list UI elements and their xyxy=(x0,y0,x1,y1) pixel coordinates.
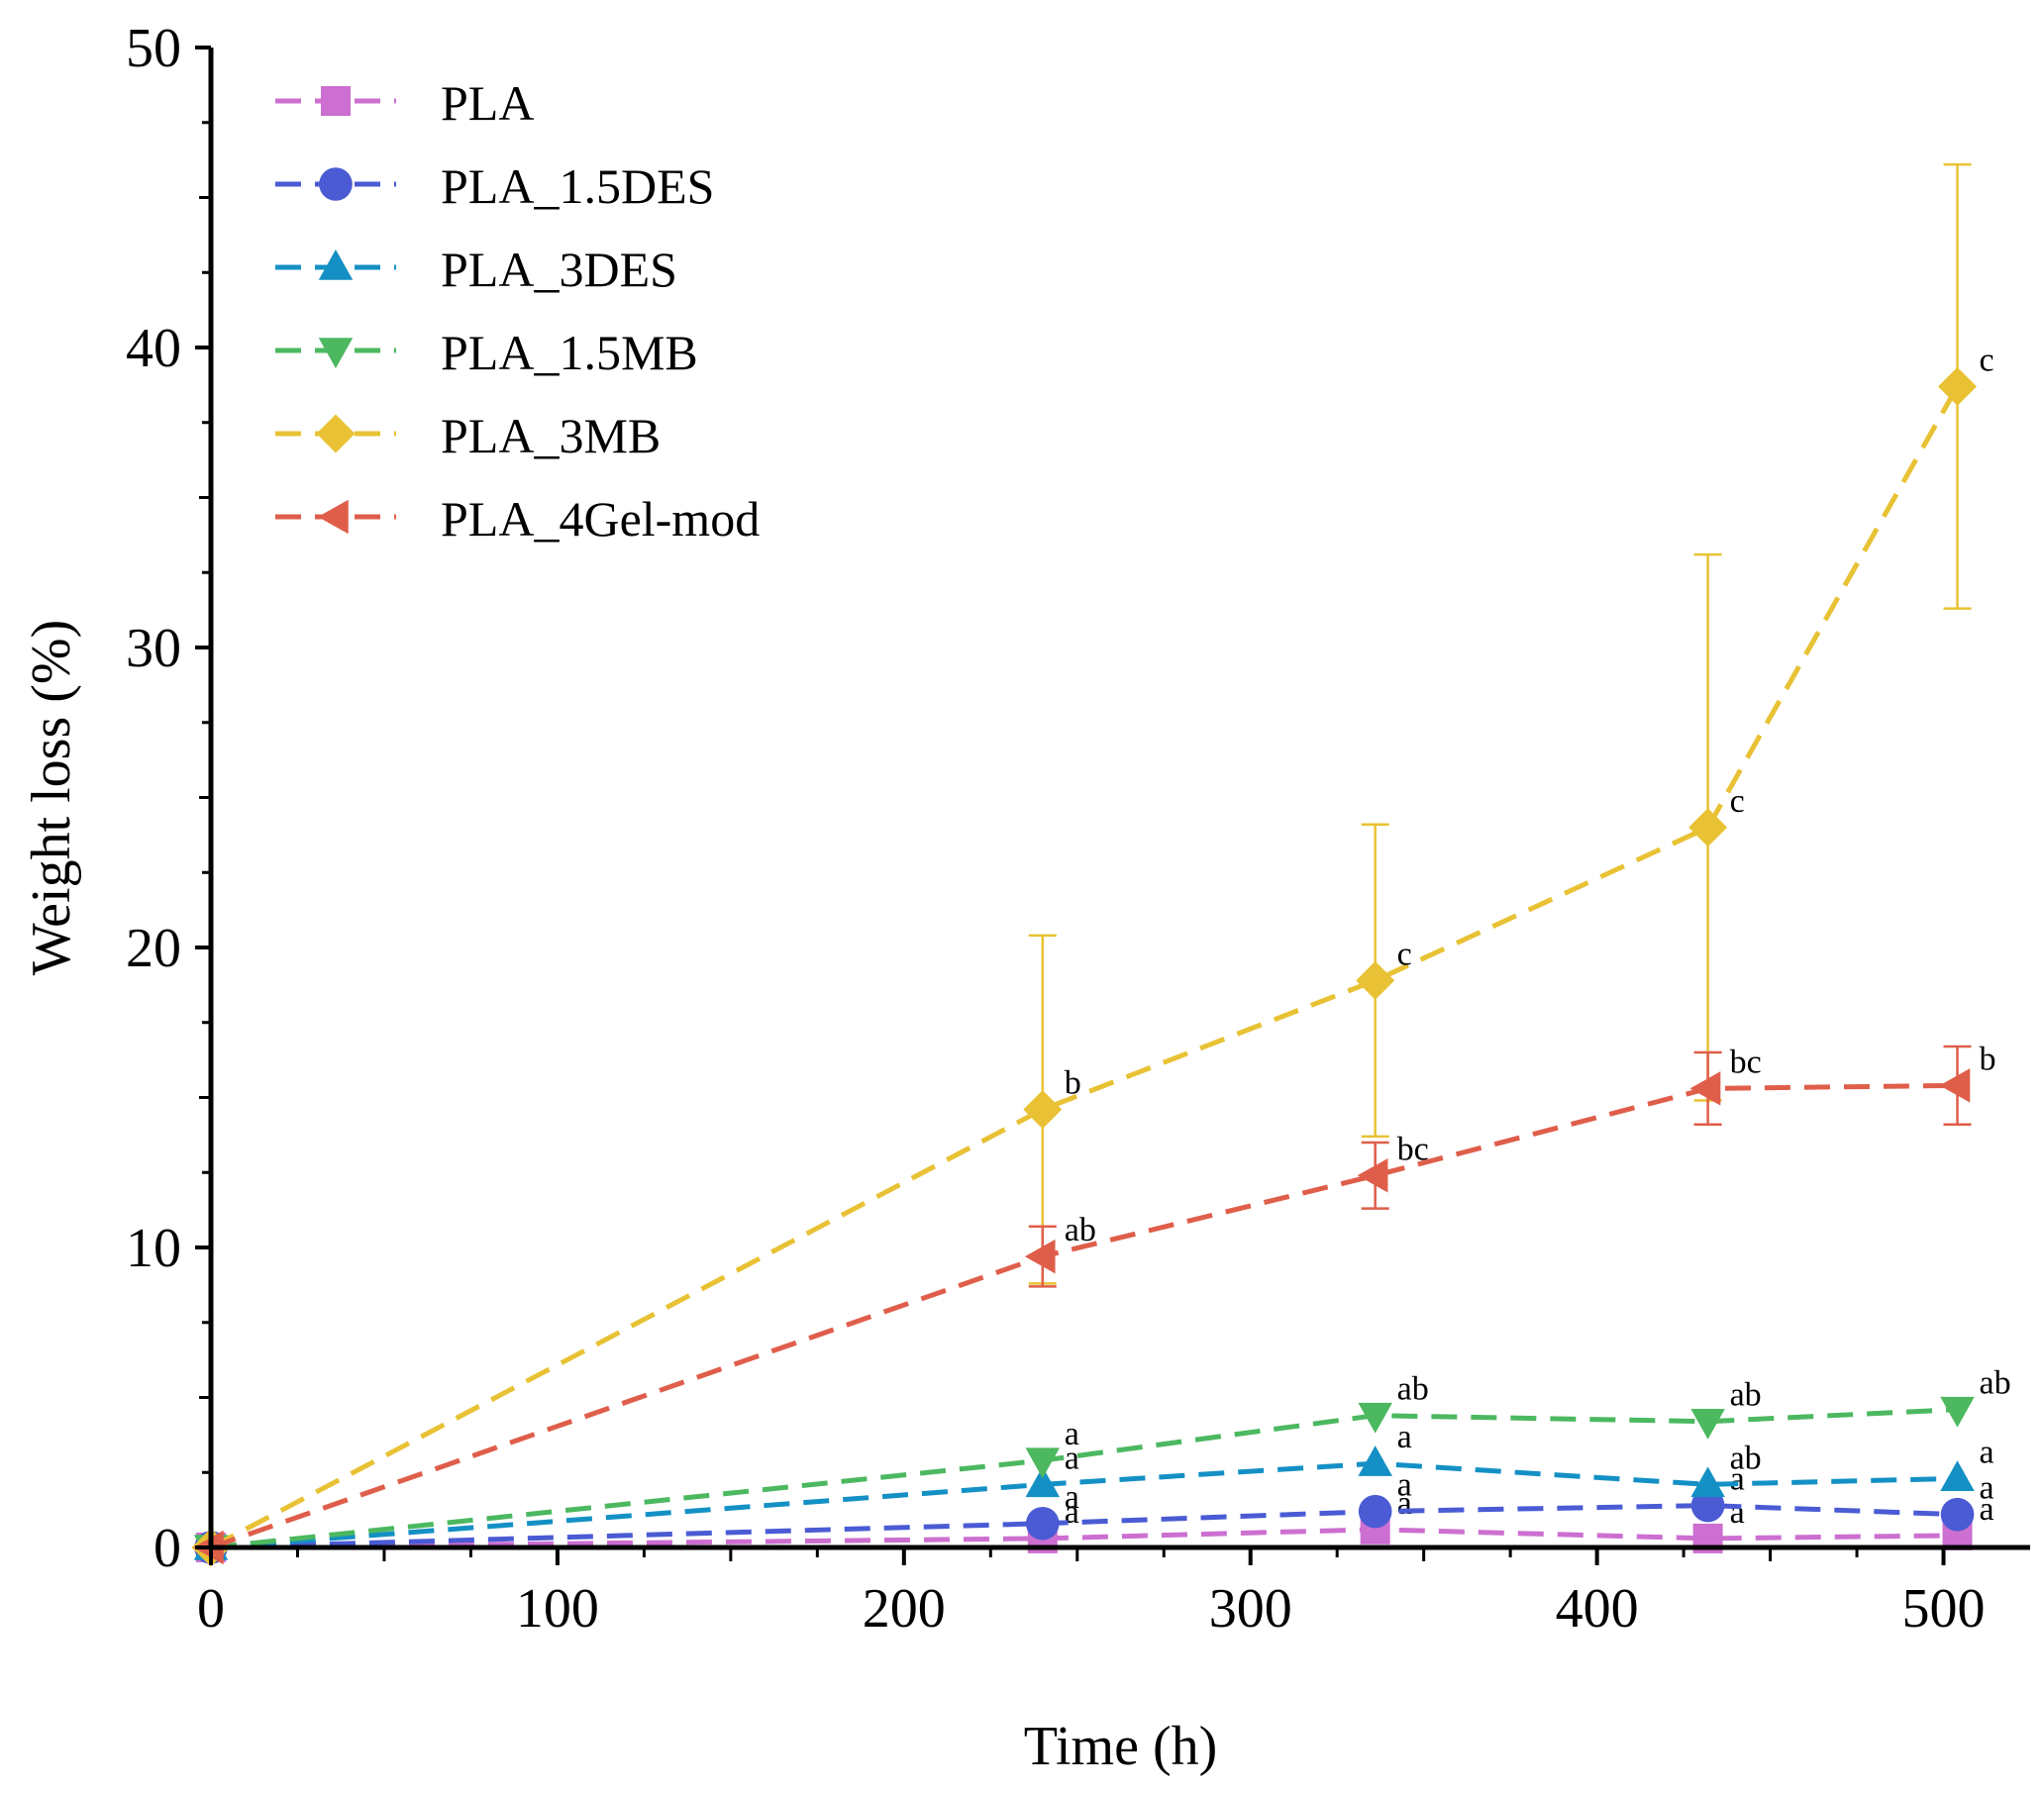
legend-item-pla: PLA xyxy=(275,75,534,131)
legend-marker-pla xyxy=(321,86,351,116)
series-line-pla-3mb xyxy=(209,385,1960,1550)
legend-item-pla-4gel-mod: PLA_4Gel-mod xyxy=(275,491,760,547)
data-point-pla-1-5mb xyxy=(1690,1408,1725,1440)
significance-label-pla-3mb: b xyxy=(1065,1065,1081,1102)
x-tick-label: 200 xyxy=(863,1578,946,1640)
significance-label-pla-3des: a xyxy=(1397,1419,1412,1455)
data-point-pla-3des xyxy=(1940,1460,1975,1492)
significance-label-pla-1-5mb: ab xyxy=(1397,1371,1429,1408)
legend-label-pla-1-5des: PLA_1.5DES xyxy=(441,158,714,214)
data-point-pla-1-5des xyxy=(1690,1488,1725,1523)
x-tick-label: 500 xyxy=(1902,1578,1986,1640)
data-point-pla-4gel-mod xyxy=(1689,1071,1721,1106)
x-tick-label: 300 xyxy=(1209,1578,1292,1640)
y-tick-label: 10 xyxy=(126,1218,181,1279)
significance-label-pla-1-5des: a xyxy=(1980,1470,1994,1507)
legend-label-pla-3mb: PLA_3MB xyxy=(441,408,661,463)
y-tick-label: 50 xyxy=(126,18,181,79)
y-tick-label: 0 xyxy=(153,1518,181,1579)
significance-label-pla-1-5des: a xyxy=(1397,1467,1412,1504)
legend-label-pla-3des: PLA_3DES xyxy=(441,242,677,297)
data-point-pla-1-5mb xyxy=(1940,1396,1975,1428)
series-line-pla-4gel-mod xyxy=(210,1082,1958,1550)
series-pla-1-5mb: aab ab ab xyxy=(193,1365,2011,1565)
y-tick-label: 20 xyxy=(126,918,181,979)
data-point-pla-4gel-mod xyxy=(1939,1068,1971,1103)
data-point-pla-1-5des xyxy=(1358,1494,1392,1529)
legend: PLA PLA_1.5DES PLA_3DES PLA_1.5MB PLA_3MB PLA… xyxy=(275,75,760,547)
data-point-pla-3des xyxy=(1690,1466,1725,1498)
legend-marker-pla-3mb xyxy=(316,414,356,453)
legend-marker-pla-1-5mb xyxy=(318,338,354,368)
data-point-pla-1-5des xyxy=(1940,1497,1975,1532)
legend-item-pla-3des: PLA_3DES xyxy=(275,242,677,297)
significance-label-pla: a xyxy=(1730,1494,1745,1531)
x-tick-label: 400 xyxy=(1556,1578,1639,1640)
legend-label-pla: PLA xyxy=(441,75,534,131)
data-point-pla-3des xyxy=(1358,1445,1392,1476)
significance-label-pla-1-5mb: a xyxy=(1065,1416,1079,1452)
legend-label-pla-1-5mb: PLA_1.5MB xyxy=(441,325,698,380)
x-tick-label: 100 xyxy=(516,1578,599,1640)
x-axis-label: Time (h) xyxy=(1024,1716,1218,1777)
y-tick-label: 30 xyxy=(126,618,181,679)
data-point-pla-3des xyxy=(1025,1466,1061,1498)
significance-label-pla-1-5des: a xyxy=(1730,1461,1745,1498)
data-point-pla-4gel-mod xyxy=(1357,1158,1388,1193)
significance-label-pla-1-5mb: ab xyxy=(1980,1365,2011,1402)
y-axis-label: Weight loss (%) xyxy=(21,620,82,975)
significance-label-pla-4gel-mod: b xyxy=(1980,1041,1996,1077)
legend-marker-pla-4gel-mod xyxy=(318,499,349,535)
significance-label-pla-3mb: c xyxy=(1397,936,1412,972)
significance-label-pla-4gel-mod: bc xyxy=(1397,1131,1429,1167)
legend-label-pla-4gel-mod: PLA_4Gel-mod xyxy=(441,491,760,547)
legend-item-pla-1-5des: PLA_1.5DES xyxy=(275,158,714,214)
data-point-pla-3mb xyxy=(1938,366,1978,406)
x-tick-label: 0 xyxy=(197,1578,225,1640)
data-point-pla-3mb xyxy=(1023,1090,1063,1130)
significance-label-pla: a xyxy=(1980,1491,1994,1528)
significance-label-pla-3mb: c xyxy=(1730,783,1745,820)
y-tick-label: 40 xyxy=(126,318,181,379)
significance-label-pla-1-5mb: ab xyxy=(1730,1377,1762,1414)
significance-label-pla-4gel-mod: bc xyxy=(1730,1044,1762,1080)
data-point-pla-3mb xyxy=(1356,960,1395,1000)
significance-label-pla-3des: a xyxy=(1065,1440,1079,1476)
data-point-pla-1-5mb xyxy=(1358,1402,1392,1434)
data-point-pla-1-5mb xyxy=(1025,1447,1061,1479)
significance-label-pla-1-5des: a xyxy=(1065,1479,1079,1516)
data-point-pla-4gel-mod xyxy=(1024,1239,1056,1274)
significance-label-pla-3mb: c xyxy=(1980,342,1994,378)
data-point-pla-3mb xyxy=(1688,808,1728,847)
legend-marker-pla-1-5des xyxy=(319,167,353,201)
legend-item-pla-3mb: PLA_3MB xyxy=(275,408,661,463)
legend-item-pla-1-5mb: PLA_1.5MB xyxy=(275,325,698,380)
legend-marker-pla-3des xyxy=(318,249,354,280)
significance-label-pla-3des: a xyxy=(1980,1434,1994,1470)
significance-label-pla-3des: ab xyxy=(1730,1440,1762,1476)
significance-label-pla-4gel-mod: ab xyxy=(1065,1212,1096,1248)
data-point-pla-1-5des xyxy=(1025,1506,1060,1541)
